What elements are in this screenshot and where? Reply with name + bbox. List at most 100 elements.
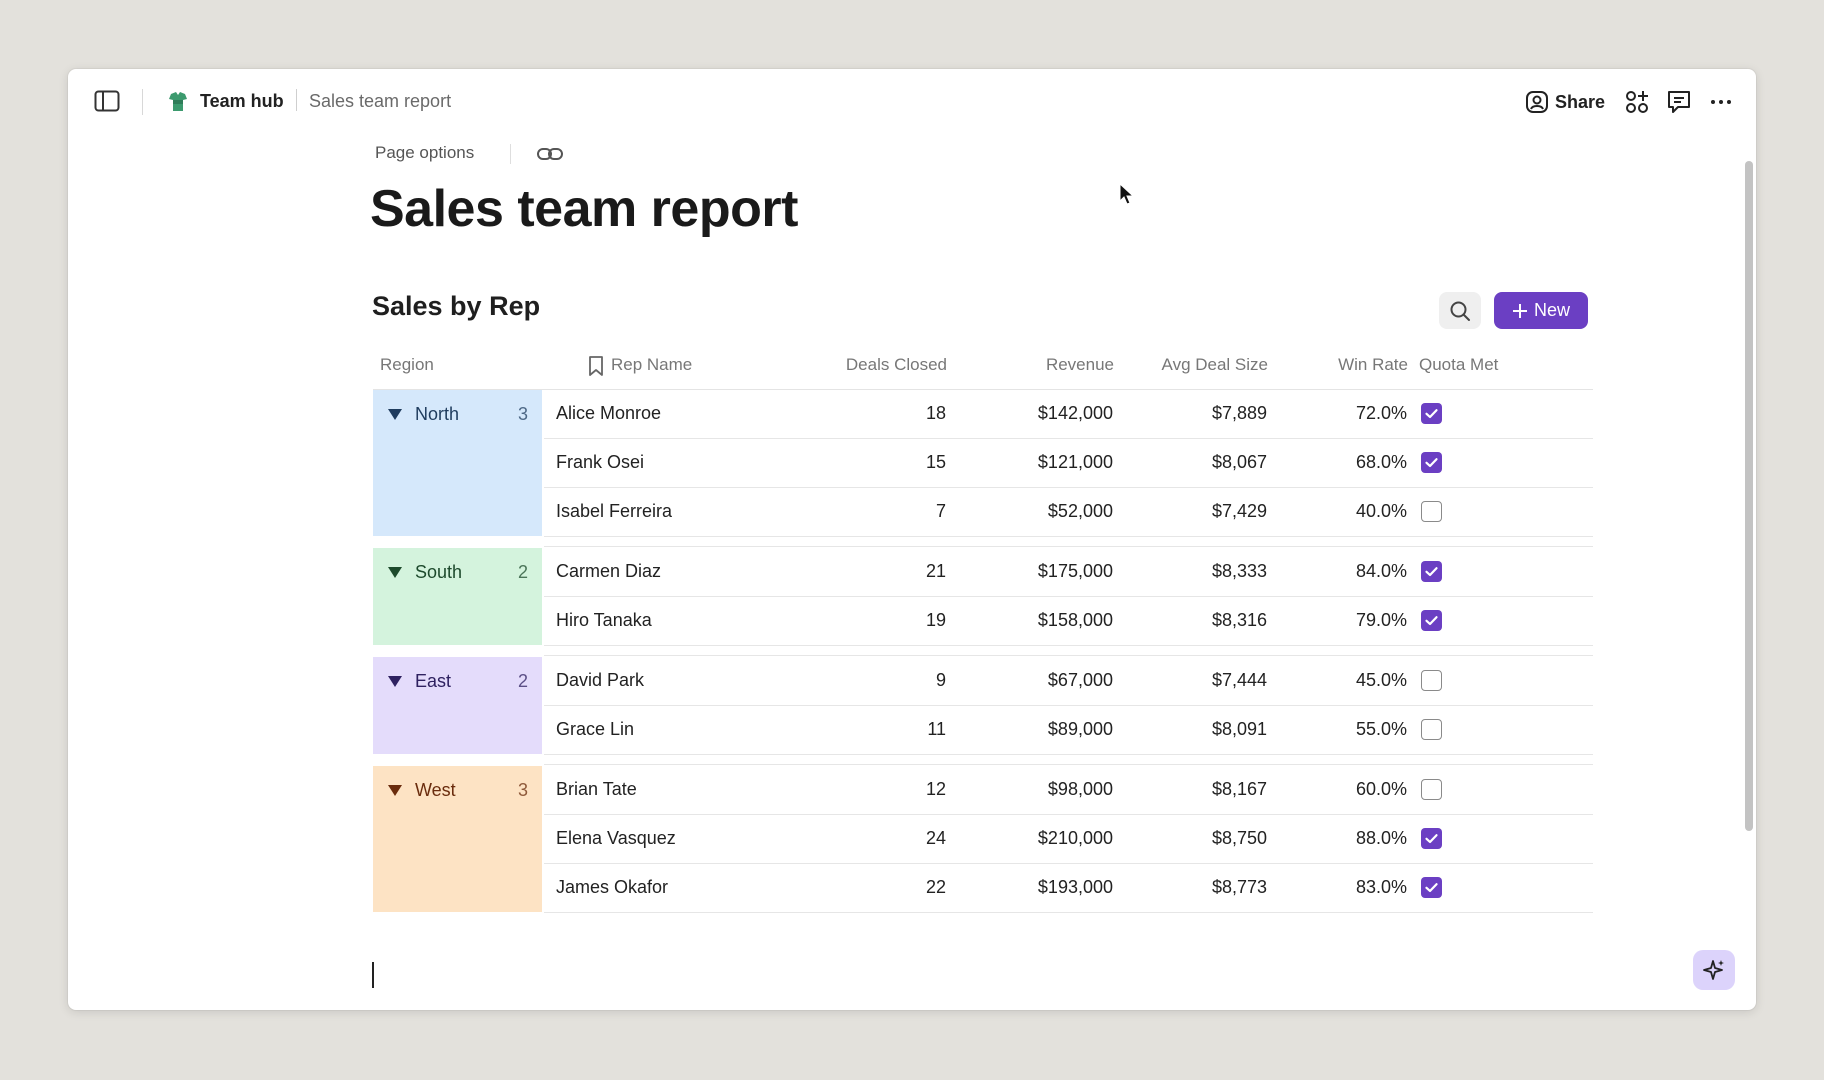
deals-closed-cell[interactable]: 21 [925,561,946,581]
apps-icon[interactable] [1624,89,1650,115]
avg-deal-size-cell[interactable]: $7,889 [1211,403,1267,423]
rep-name-cell[interactable]: Isabel Ferreira [556,501,673,521]
region-group-cell[interactable]: East 2 [373,657,542,754]
avg-deal-size-cell[interactable]: $8,773 [1211,877,1267,897]
deals-closed-cell[interactable]: 22 [925,877,946,897]
win-rate-cell[interactable]: 84.0% [1355,561,1407,581]
revenue-cell[interactable]: $142,000 [1037,403,1113,423]
rep-name-cell[interactable]: Elena Vasquez [556,828,676,848]
quota-met-checkbox-unchecked[interactable] [1421,719,1442,740]
rep-name-cell[interactable]: Hiro Tanaka [556,610,652,630]
deals-closed-cell[interactable]: 19 [925,610,946,630]
triangle-icon[interactable] [388,784,402,796]
column-header-quota-met[interactable]: Quota Met [1419,355,1499,374]
win-rate-cell[interactable]: 45.0% [1355,670,1407,690]
revenue-cell[interactable]: $175,000 [1037,561,1113,581]
rep-name-cell[interactable]: Grace Lin [556,719,635,739]
quota-met-checkbox-checked[interactable] [1421,877,1442,898]
region-name[interactable]: North [415,404,460,424]
avg-deal-size-cell[interactable]: $8,167 [1211,779,1267,799]
win-rate-cell[interactable]: 40.0% [1355,501,1407,521]
table-row[interactable]: Grace Lin 11 $89,000 $8,091 55.0% [544,706,1593,755]
revenue-cell[interactable]: $210,000 [1037,828,1113,848]
triangle-icon[interactable] [388,675,402,687]
win-rate-cell[interactable]: 60.0% [1355,779,1407,799]
win-rate-cell[interactable]: 83.0% [1355,877,1407,897]
region-group-cell[interactable]: West 3 [373,766,542,912]
revenue-cell[interactable]: $121,000 [1037,452,1113,472]
deals-closed-cell[interactable]: 18 [925,403,946,423]
link-icon[interactable] [536,144,564,164]
revenue-cell[interactable]: $89,000 [1047,719,1113,739]
region-name[interactable]: South [415,562,463,582]
deals-closed-cell[interactable]: 7 [935,501,946,521]
quota-met-checkbox-checked[interactable] [1421,828,1442,849]
column-header-avg-deal-size[interactable]: Avg Deal Size [1161,355,1268,374]
avg-deal-size-cell[interactable]: $7,429 [1211,501,1267,521]
revenue-cell[interactable]: $158,000 [1037,610,1113,630]
search-button[interactable] [1439,292,1481,329]
table-row[interactable]: Alice Monroe 18 $142,000 $7,889 72.0% [544,390,1593,439]
win-rate-cell[interactable]: 55.0% [1355,719,1407,739]
win-rate-cell[interactable]: 72.0% [1355,403,1407,423]
revenue-cell[interactable]: $67,000 [1047,670,1113,690]
table-title[interactable]: Sales by Rep [372,291,541,321]
breadcrumb-current-page[interactable]: Sales team report [309,91,452,111]
rep-name-cell[interactable]: Brian Tate [556,779,637,799]
quota-met-checkbox-checked[interactable] [1421,403,1442,424]
new-row-button[interactable]: New [1494,292,1588,329]
column-header-deals-closed[interactable]: Deals Closed [845,355,947,374]
share-button[interactable]: Share [1525,88,1605,116]
sidebar-toggle-icon[interactable] [94,90,120,112]
table-row[interactable]: Elena Vasquez 24 $210,000 $8,750 88.0% [544,815,1593,864]
quota-met-checkbox-checked[interactable] [1421,452,1442,473]
revenue-cell[interactable]: $98,000 [1047,779,1113,799]
ai-assistant-button[interactable] [1693,950,1735,990]
revenue-cell[interactable]: $52,000 [1047,501,1113,521]
avg-deal-size-cell[interactable]: $8,750 [1211,828,1267,848]
rep-name-cell[interactable]: Frank Osei [556,452,645,472]
table-row[interactable]: James Okafor 22 $193,000 $8,773 83.0% [544,864,1593,913]
quota-met-checkbox-checked[interactable] [1421,561,1442,582]
table-row[interactable]: Hiro Tanaka 19 $158,000 $8,316 79.0% [544,597,1593,646]
deals-closed-cell[interactable]: 24 [925,828,946,848]
region-name[interactable]: West [415,780,456,800]
table-row[interactable]: Frank Osei 15 $121,000 $8,067 68.0% [544,439,1593,488]
deals-closed-cell[interactable]: 9 [935,670,946,690]
page-options-button[interactable]: Page options [375,143,475,162]
column-header-win-rate[interactable]: Win Rate [1338,355,1408,374]
triangle-icon[interactable] [388,408,402,420]
revenue-cell[interactable]: $193,000 [1037,877,1113,897]
quota-met-checkbox-unchecked[interactable] [1421,779,1442,800]
avg-deal-size-cell[interactable]: $8,091 [1211,719,1267,739]
avg-deal-size-cell[interactable]: $8,067 [1211,452,1267,472]
breadcrumb-team-hub[interactable]: Team hub [200,91,284,111]
triangle-icon[interactable] [388,566,402,578]
win-rate-cell[interactable]: 79.0% [1355,610,1407,630]
table-row[interactable]: Brian Tate 12 $98,000 $8,167 60.0% [544,766,1593,815]
rep-name-cell[interactable]: Alice Monroe [556,403,662,423]
region-group-cell[interactable]: South 2 [373,548,542,645]
region-group-cell[interactable]: North 3 [373,390,542,536]
region-name[interactable]: East [415,671,452,691]
avg-deal-size-cell[interactable]: $8,333 [1211,561,1267,581]
deals-closed-cell[interactable]: 15 [925,452,946,472]
comment-icon[interactable] [1666,89,1692,115]
table-row[interactable]: Carmen Diaz 21 $175,000 $8,333 84.0% [544,548,1593,597]
rep-name-cell[interactable]: David Park [556,670,645,690]
more-icon[interactable] [1708,89,1734,115]
deals-closed-cell[interactable]: 11 [927,719,946,739]
rep-name-cell[interactable]: Carmen Diaz [556,561,662,581]
avg-deal-size-cell[interactable]: $7,444 [1211,670,1267,690]
rep-name-cell[interactable]: James Okafor [556,877,669,897]
quota-met-checkbox-checked[interactable] [1421,610,1442,631]
table-row[interactable]: Isabel Ferreira 7 $52,000 $7,429 40.0% [544,488,1593,537]
column-header-rep-name[interactable]: Rep Name [611,355,693,374]
column-header-region[interactable]: Region [380,355,434,374]
table-row[interactable]: David Park 9 $67,000 $7,444 45.0% [544,657,1593,706]
deals-closed-cell[interactable]: 12 [925,779,946,799]
avg-deal-size-cell[interactable]: $8,316 [1211,610,1267,630]
win-rate-cell[interactable]: 68.0% [1355,452,1407,472]
scrollbar-thumb[interactable] [1745,161,1753,831]
column-header-revenue[interactable]: Revenue [1045,355,1114,374]
